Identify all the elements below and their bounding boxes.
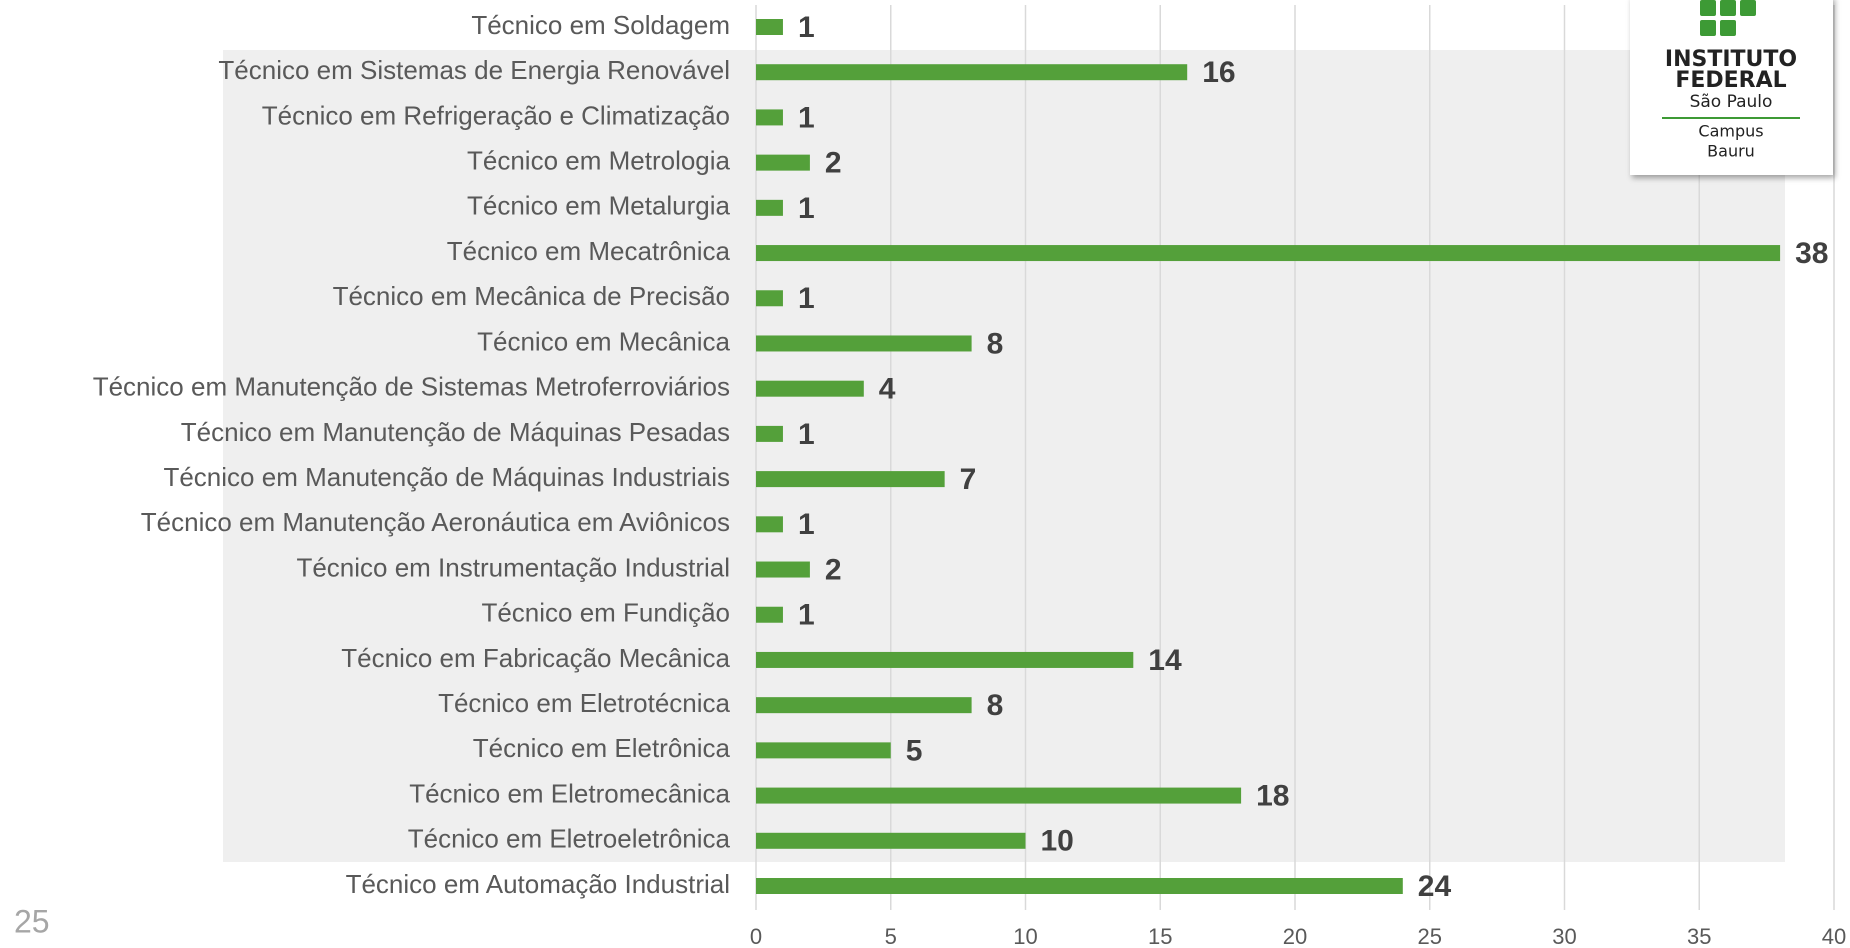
logo-text: Bauru — [1707, 142, 1755, 161]
logo-text: FEDERAL — [1675, 68, 1786, 93]
category-label: Técnico em Mecatrônica — [447, 236, 731, 266]
bar — [756, 199, 783, 216]
x-tick-label: 25 — [1418, 924, 1442, 948]
category-label: Técnico em Mecânica de Precisão — [333, 281, 730, 311]
category-label: Técnico em Eletroeletrônica — [408, 824, 731, 854]
logo-square — [1720, 0, 1736, 16]
logo: INSTITUTO FEDERAL São Paulo Campus Bauru — [1630, 0, 1833, 175]
logo-text: INSTITUTO — [1665, 47, 1797, 72]
category-label: Técnico em Eletromecânica — [409, 778, 730, 808]
value-label: 1 — [798, 508, 815, 541]
page-number: 25 — [14, 903, 50, 939]
value-label: 5 — [906, 734, 923, 767]
bar — [756, 606, 783, 623]
category-label: Técnico em Fabricação Mecânica — [341, 643, 730, 673]
x-tick-label: 35 — [1687, 924, 1711, 948]
logo-text: São Paulo — [1690, 92, 1773, 112]
category-label: Técnico em Instrumentação Industrial — [296, 552, 730, 582]
bar — [756, 425, 783, 442]
logo-text: Campus — [1698, 122, 1763, 141]
value-label: 7 — [960, 463, 977, 496]
category-label: Técnico em Sistemas de Energia Renovável — [218, 55, 730, 85]
category-label: Técnico em Metalurgia — [467, 191, 731, 221]
x-tick-label: 15 — [1148, 924, 1172, 948]
bar — [756, 651, 1134, 668]
value-label: 2 — [825, 147, 842, 180]
value-label: 4 — [879, 373, 896, 406]
category-label: Técnico em Manutenção de Máquinas Pesada… — [181, 417, 730, 447]
value-label: 16 — [1202, 56, 1235, 89]
value-label: 14 — [1148, 644, 1182, 677]
category-label: Técnico em Manutenção de Máquinas Indust… — [163, 462, 730, 492]
bar — [756, 380, 864, 397]
bar — [756, 787, 1242, 804]
bar — [756, 742, 891, 759]
bar — [756, 697, 972, 714]
bar — [756, 832, 1026, 849]
bar — [756, 516, 783, 533]
value-label: 18 — [1256, 780, 1289, 813]
category-label: Técnico em Eletrônica — [473, 733, 731, 763]
value-label: 1 — [798, 11, 815, 44]
x-tick-label: 30 — [1552, 924, 1576, 948]
x-tick-label: 40 — [1822, 924, 1846, 948]
category-label: Técnico em Fundição — [481, 598, 730, 628]
x-tick-label: 20 — [1283, 924, 1307, 948]
category-label: Técnico em Mecânica — [477, 326, 730, 356]
logo-square — [1700, 0, 1716, 16]
logo-square — [1720, 20, 1736, 36]
value-label: 1 — [798, 101, 815, 134]
bar — [756, 64, 1188, 81]
bar — [756, 561, 810, 578]
logo-square — [1740, 0, 1756, 16]
x-tick-label: 5 — [885, 924, 897, 948]
logo-square — [1700, 20, 1716, 36]
value-label: 8 — [987, 327, 1004, 360]
value-label: 1 — [798, 418, 815, 451]
value-label: 38 — [1795, 237, 1828, 270]
value-label: 24 — [1418, 870, 1452, 903]
bar — [756, 290, 783, 307]
value-label: 1 — [798, 282, 815, 315]
category-label: Técnico em Refrigeração e Climatização — [262, 100, 730, 130]
plot-background — [223, 50, 1785, 862]
bar — [756, 109, 783, 126]
bar — [756, 19, 783, 35]
bar — [756, 335, 972, 352]
value-label: 8 — [987, 689, 1004, 722]
bar — [756, 245, 1781, 262]
category-label: Técnico em Automação Industrial — [346, 869, 730, 899]
x-tick-label: 10 — [1013, 924, 1037, 948]
value-label: 1 — [798, 599, 815, 632]
bar — [756, 878, 1403, 894]
value-label: 2 — [825, 553, 842, 586]
value-label: 10 — [1041, 825, 1074, 858]
category-label: Técnico em Metrologia — [467, 146, 731, 176]
x-tick-label: 0 — [750, 924, 762, 948]
category-label: Técnico em Soldagem — [471, 10, 730, 40]
grid — [755, 5, 1835, 910]
value-label: 1 — [798, 192, 815, 225]
category-label: Técnico em Manutenção de Sistemas Metrof… — [93, 372, 730, 402]
category-label: Técnico em Eletrotécnica — [438, 688, 730, 718]
bar — [756, 471, 945, 488]
bar — [756, 154, 810, 171]
category-label: Técnico em Manutenção Aeronáutica em Avi… — [141, 507, 730, 537]
